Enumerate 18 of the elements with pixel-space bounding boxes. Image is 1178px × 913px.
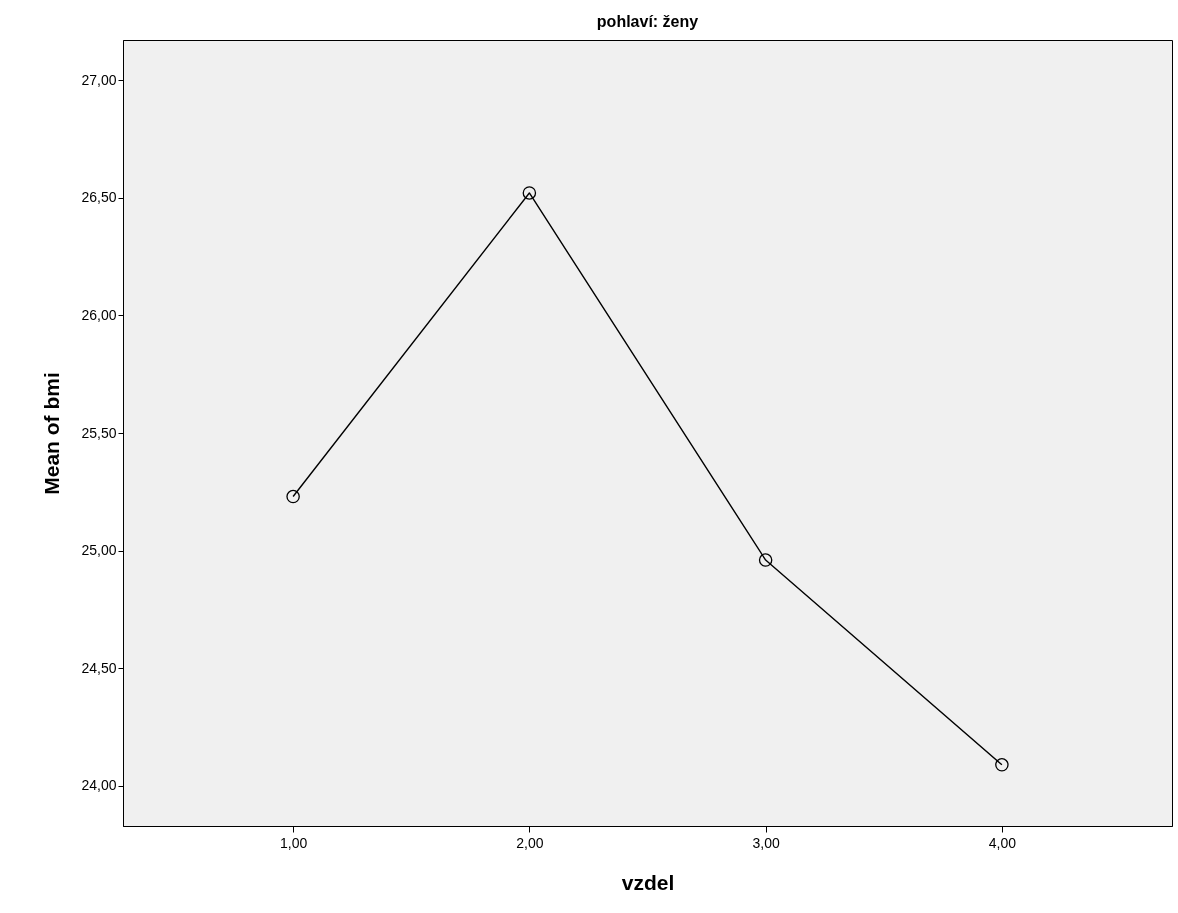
point	[758, 553, 773, 567]
y-tick-label: 25,50	[81, 424, 117, 441]
y-tick-label: 24,00	[81, 777, 117, 794]
chart-title: pohlaví: ženy	[596, 13, 699, 30]
y-tick-label: 26,50	[81, 189, 117, 206]
y-axis-title: Mean of bmi	[40, 372, 64, 495]
x-tick-label: 2,00	[516, 834, 544, 851]
x-axis-title: vzdel	[621, 870, 675, 894]
point	[995, 758, 1009, 772]
x-tick-label: 3,00	[752, 834, 780, 851]
y-tick-label: 27,00	[81, 71, 117, 88]
y-tick-label: 24,50	[81, 659, 117, 676]
y-tick-label: 25,00	[81, 542, 117, 559]
point	[286, 489, 300, 504]
point	[522, 186, 537, 200]
x-tick-label: 1,00	[279, 834, 308, 851]
y-tick-label: 26,00	[81, 306, 117, 323]
x-tick-label: 4,00	[988, 834, 1017, 851]
